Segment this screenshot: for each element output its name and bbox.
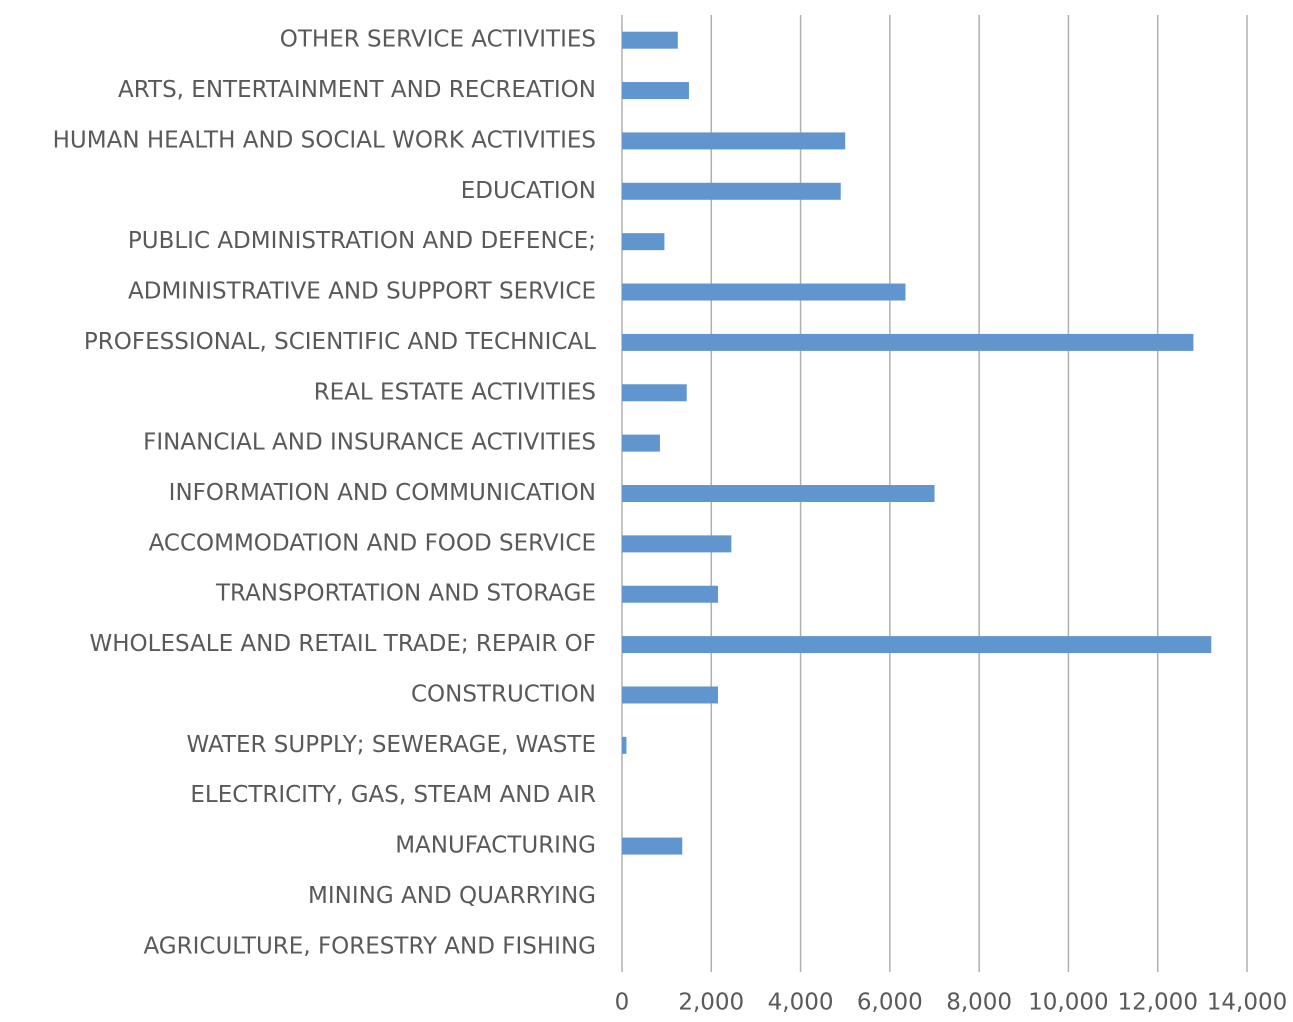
- x-tick-label: 4,000: [768, 990, 834, 1016]
- x-tick-label: 0: [615, 990, 630, 1016]
- y-tick-label: FINANCIAL AND INSURANCE ACTIVITIES: [143, 430, 596, 456]
- bar: [622, 132, 846, 150]
- bar: [622, 686, 718, 704]
- y-tick-label: OTHER SERVICE ACTIVITIES: [280, 27, 596, 53]
- x-tick-label: 14,000: [1207, 990, 1287, 1016]
- y-tick-label: ARTS, ENTERTAINMENT AND RECREATION: [118, 77, 596, 103]
- bar: [622, 434, 660, 452]
- bar: [622, 636, 1212, 654]
- y-tick-label: WATER SUPPLY; SEWERAGE, WASTE: [186, 732, 596, 758]
- y-tick-label: EDUCATION: [461, 178, 596, 204]
- x-tick-label: 8,000: [946, 990, 1012, 1016]
- bar: [622, 82, 689, 100]
- y-tick-label: ELECTRICITY, GAS, STEAM AND AIR: [190, 782, 596, 808]
- bar: [622, 837, 683, 855]
- y-tick-label: AGRICULTURE, FORESTRY AND FISHING: [143, 933, 596, 959]
- x-tick-label: 12,000: [1117, 990, 1197, 1016]
- x-tick-label: 6,000: [857, 990, 923, 1016]
- y-tick-label: PUBLIC ADMINISTRATION AND DEFENCE;: [128, 228, 596, 254]
- bar: [622, 736, 627, 754]
- bar: [622, 384, 687, 402]
- y-tick-label: ACCOMMODATION AND FOOD SERVICE: [149, 530, 596, 556]
- y-tick-label: MANUFACTURING: [395, 833, 596, 859]
- bar: [622, 333, 1194, 351]
- x-tick-label: 2,000: [678, 990, 744, 1016]
- y-tick-label: TRANSPORTATION AND STORAGE: [215, 581, 596, 607]
- y-tick-label: PROFESSIONAL, SCIENTIFIC AND TECHNICAL: [84, 329, 596, 355]
- y-tick-label: CONSTRUCTION: [411, 681, 596, 707]
- y-tick-label: HUMAN HEALTH AND SOCIAL WORK ACTIVITIES: [53, 127, 596, 153]
- bar: [622, 233, 665, 251]
- bar: [622, 485, 935, 502]
- y-tick-label: MINING AND QUARRYING: [308, 883, 596, 909]
- bar: [622, 31, 678, 49]
- y-tick-label: ADMINISTRATIVE AND SUPPORT SERVICE: [128, 279, 596, 305]
- bar: [622, 182, 841, 200]
- bar: [622, 535, 732, 553]
- bar: [622, 585, 718, 603]
- x-tick-label: 10,000: [1028, 990, 1108, 1016]
- bar: [622, 283, 906, 301]
- y-tick-label: INFORMATION AND COMMUNICATION: [169, 480, 596, 506]
- y-tick-label: WHOLESALE AND RETAIL TRADE; REPAIR OF: [90, 631, 596, 657]
- y-tick-label: REAL ESTATE ACTIVITIES: [314, 379, 596, 405]
